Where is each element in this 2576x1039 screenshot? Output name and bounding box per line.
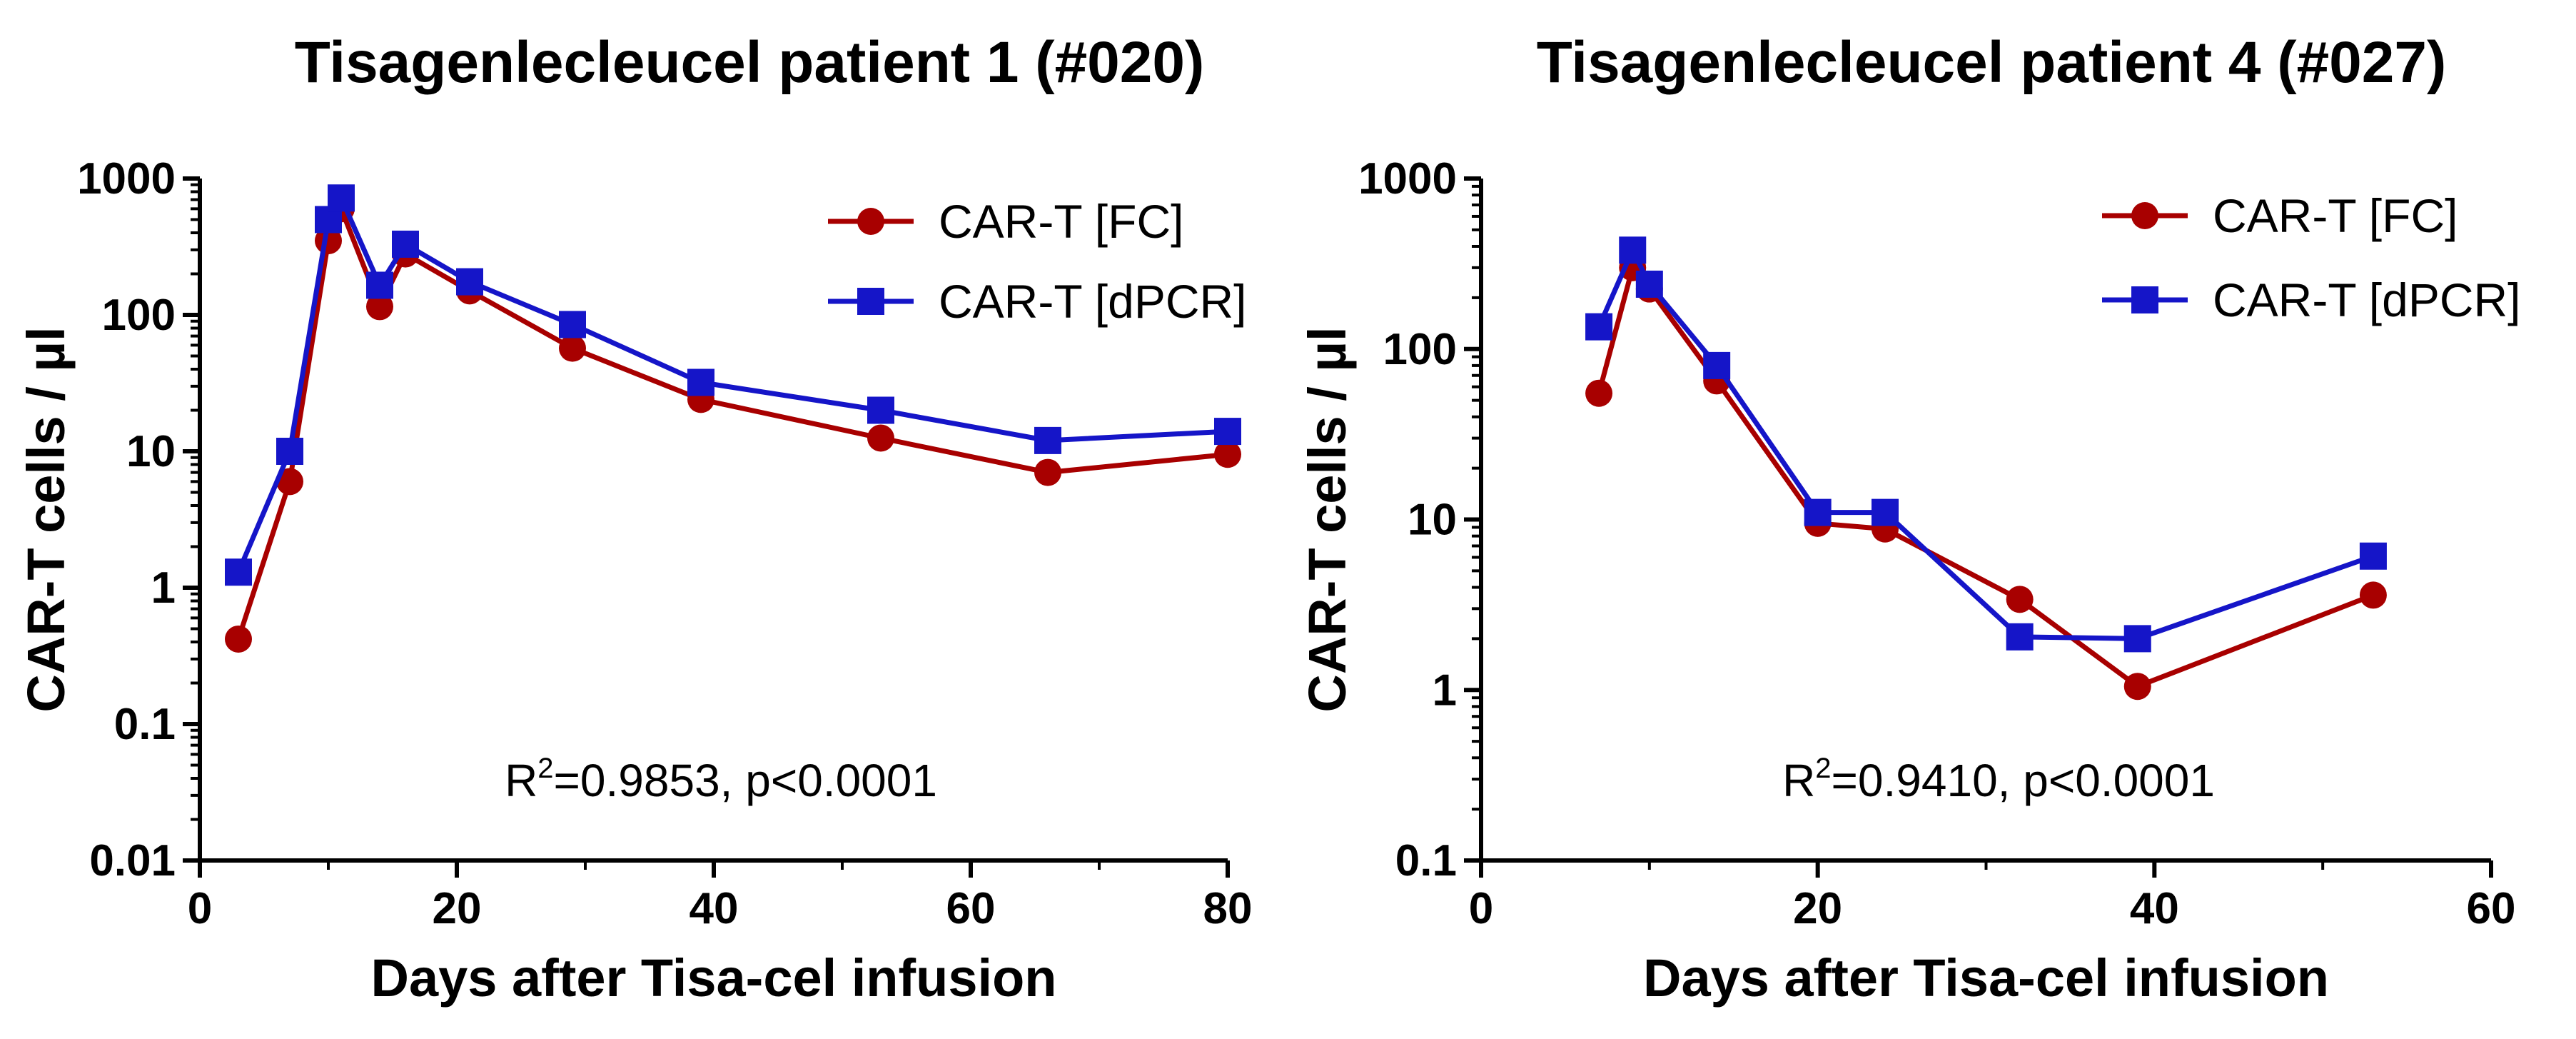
x-tick-label: 40 [690, 884, 739, 933]
data-point [2006, 586, 2034, 613]
data-point [1872, 498, 1899, 526]
data-point [366, 271, 393, 299]
y-tick-label: 1000 [77, 154, 176, 204]
x-tick-label: 20 [1793, 884, 1842, 933]
annotation-prefix: R [1782, 755, 1815, 806]
data-point [225, 558, 252, 586]
legend-label: CAR-T [dPCR] [2213, 273, 2521, 326]
data-point [1034, 458, 1061, 486]
x-axis-label: Days after Tisa-cel infusion [371, 948, 1057, 1008]
legend-label: CAR-T [FC] [2213, 189, 2458, 242]
y-tick-label: 1000 [1358, 154, 1457, 204]
data-point [867, 396, 894, 424]
data-point [1703, 351, 1731, 379]
data-point [2123, 673, 2151, 701]
legend-marker [857, 288, 884, 315]
x-tick-label: 40 [2130, 884, 2179, 933]
x-tick-label: 0 [188, 884, 212, 933]
legend-label: CAR-T [dPCR] [939, 275, 1247, 328]
chart-patient-4: Tisagenlecleucel patient 4 (#027) 0.1 1 10 1… [1298, 30, 2521, 1008]
series-car-t-fc [225, 195, 1241, 653]
data-point [1585, 313, 1613, 341]
y-tick-label: 10 [1408, 496, 1457, 545]
data-point [559, 334, 586, 362]
data-point [2359, 581, 2387, 609]
x-tick-label: 60 [946, 884, 996, 933]
correlation-annotation: R2=0.9853, p<0.0001 [505, 753, 937, 806]
series-line [1596, 265, 2375, 689]
legend-entry: CAR-T [FC] [2102, 189, 2458, 242]
data-point [276, 438, 303, 465]
chart-title: Tisagenlecleucel patient 4 (#027) [1537, 30, 2447, 95]
data-point [559, 311, 586, 338]
annotation-superscript: 2 [1815, 753, 1831, 784]
legend-marker [2131, 202, 2158, 229]
data-point [276, 468, 303, 496]
y-tick-label: 0.01 [89, 836, 176, 885]
data-point [1214, 418, 1241, 446]
data-point [2359, 542, 2387, 570]
data-point [1804, 498, 1832, 526]
x-axis-label: Days after Tisa-cel infusion [1643, 948, 2329, 1008]
legend-entry: CAR-T [FC] [828, 195, 1183, 248]
chart-patient-1: Tisagenlecleucel patient 1 (#020) 0.01 0.1… [16, 30, 1252, 1008]
data-point [1585, 379, 1613, 407]
data-point [1214, 441, 1241, 468]
data-point [456, 268, 483, 296]
x-tick-label: 20 [433, 884, 482, 933]
data-point [2006, 623, 2034, 651]
annotation-prefix: R [505, 755, 537, 806]
y-tick-label: 10 [126, 427, 176, 476]
chart-title: Tisagenlecleucel patient 1 (#020) [295, 30, 1205, 95]
data-point [328, 184, 355, 212]
legend-entry: CAR-T [dPCR] [828, 275, 1247, 328]
series-car-t-dpcr [225, 184, 1241, 586]
annotation-suffix: =0.9410, p<0.0001 [1832, 755, 2215, 806]
y-tick-label: 0.1 [114, 700, 176, 749]
data-point [687, 368, 714, 396]
data-point [2123, 625, 2151, 653]
data-point [1034, 426, 1061, 454]
x-tick-label: 0 [1469, 884, 1493, 933]
x-tick-label: 80 [1203, 884, 1253, 933]
correlation-annotation: R2=0.9410, p<0.0001 [1782, 753, 2215, 806]
y-axis-label: CAR-T cells / µl [1298, 326, 1357, 712]
x-tick-label: 60 [2467, 884, 2516, 933]
legend-label: CAR-T [FC] [939, 195, 1183, 248]
series-line [236, 206, 1228, 641]
legend-marker [857, 208, 884, 235]
legend-entry: CAR-T [dPCR] [2102, 273, 2521, 326]
y-tick-label: 1 [151, 563, 176, 613]
series-car-t-dpcr [1585, 236, 2387, 653]
data-point [392, 230, 419, 258]
y-axis-label: CAR-T cells / µl [16, 326, 76, 712]
y-tick-label: 1 [1433, 666, 1457, 715]
data-point [366, 293, 393, 321]
y-tick-label: 0.1 [1395, 836, 1457, 885]
y-tick-label: 100 [1383, 325, 1457, 374]
series-line [236, 195, 1228, 573]
y-tick-label: 100 [102, 291, 176, 340]
data-point [225, 625, 252, 653]
data-point [1619, 236, 1647, 264]
data-point [1635, 270, 1663, 298]
annotation-suffix: =0.9853, p<0.0001 [554, 755, 937, 806]
annotation-superscript: 2 [537, 753, 553, 784]
legend-marker [2131, 286, 2158, 313]
data-point [867, 424, 894, 452]
